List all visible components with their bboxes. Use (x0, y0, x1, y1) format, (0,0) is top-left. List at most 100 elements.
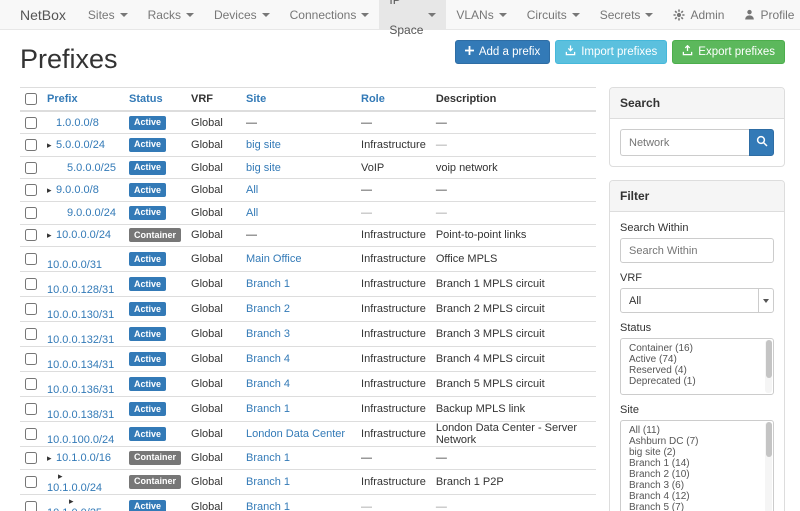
search-within-input[interactable] (620, 238, 774, 263)
nav-item-devices[interactable]: Devices (204, 0, 280, 29)
prefix-link[interactable]: 1.0.0.0/8 (56, 116, 99, 129)
column-header-site[interactable]: Site (241, 87, 357, 113)
prefix-link[interactable]: 10.0.0.0/24 (56, 229, 112, 242)
row-checkbox[interactable] (25, 303, 37, 316)
prefix-link[interactable]: 10.1.0.0/24 (47, 481, 103, 494)
expand-arrow-icon[interactable]: ▸ (58, 470, 63, 481)
prefix-link[interactable]: 9.0.0.0/8 (56, 184, 99, 197)
site-link[interactable]: Branch 3 (246, 328, 291, 341)
row-checkbox[interactable] (25, 184, 37, 197)
site-listbox[interactable]: All (11) Ashburn DC (7) big site (2) Branch… (620, 420, 774, 511)
site-link[interactable]: Branch 1 (246, 451, 291, 464)
site-link[interactable]: Branch 4 (246, 378, 291, 391)
row-checkbox[interactable] (25, 452, 37, 464)
navbar-brand[interactable]: NetBox (20, 7, 66, 23)
row-checkbox[interactable] (25, 278, 37, 291)
row-checkbox[interactable] (25, 328, 37, 341)
row-checkbox[interactable] (25, 475, 37, 488)
site-link[interactable]: Branch 1 (246, 278, 291, 291)
nav-item-connections[interactable]: Connections (280, 0, 380, 29)
site-link[interactable]: big site (246, 161, 281, 174)
nav-user-profile[interactable]: Profile (734, 0, 800, 29)
filter-option[interactable]: Branch 1 (14) (629, 458, 690, 469)
expand-arrow-icon[interactable]: ▸ (47, 230, 52, 241)
column-header-role[interactable]: Role (356, 87, 431, 113)
scrollbar[interactable] (765, 422, 772, 511)
prefix-link[interactable]: 10.0.0.132/31 (47, 334, 115, 347)
site-link[interactable]: All (246, 206, 259, 219)
filter-option[interactable]: Deprecated (1) (629, 376, 696, 387)
filter-option[interactable]: Branch 3 (6) (629, 480, 685, 491)
empty-value: — (246, 229, 258, 242)
site-link[interactable]: Branch 1 (246, 403, 291, 416)
import-prefixes-button[interactable]: Import prefixes (555, 40, 668, 64)
row-checkbox[interactable] (25, 403, 37, 416)
prefix-link[interactable]: 10.0.100.0/24 (47, 434, 115, 447)
filter-option[interactable]: All (11) (629, 425, 660, 436)
filter-option[interactable]: Reserved (4) (629, 365, 687, 376)
row-checkbox[interactable] (25, 229, 37, 242)
nav-item-sites[interactable]: Sites (78, 0, 138, 29)
site-link[interactable]: London Data Center (246, 428, 346, 441)
prefix-link[interactable]: 10.0.0.134/31 (47, 359, 115, 372)
nav-user-admin[interactable]: Admin (663, 0, 734, 29)
nav-item-ip-space[interactable]: IP Space (379, 0, 447, 37)
site-link[interactable]: Branch 1 (246, 475, 291, 488)
prefix-link[interactable]: 5.0.0.0/24 (56, 138, 105, 151)
nav-item-vlans[interactable]: VLANs (446, 0, 516, 29)
prefix-link[interactable]: 10.0.0.138/31 (47, 409, 115, 422)
select-all-checkbox[interactable] (25, 93, 37, 106)
row-checkbox[interactable] (25, 500, 37, 511)
vrf-value: Global (191, 428, 223, 441)
nav-item-racks[interactable]: Racks (138, 0, 204, 29)
filter-option[interactable]: Branch 2 (10) (629, 469, 690, 480)
search-panel: Search (609, 87, 785, 167)
prefix-link[interactable]: 10.0.0.136/31 (47, 384, 115, 397)
expand-arrow-icon[interactable]: ▸ (69, 495, 74, 506)
row-checkbox[interactable] (25, 428, 37, 441)
site-link[interactable]: big site (246, 138, 281, 151)
nav-item-circuits[interactable]: Circuits (517, 0, 590, 29)
site-link[interactable]: All (246, 184, 259, 197)
table-row: ▸ 5.0.0.0/24 Active Global big site Infrastru… (20, 133, 596, 157)
status-listbox[interactable]: Container (16) Active (74) Reserved (4) Dep… (620, 338, 774, 395)
filter-option[interactable]: Active (74) (629, 354, 677, 365)
prefix-link[interactable]: 9.0.0.0/24 (67, 206, 116, 219)
filter-option[interactable]: big site (2) (629, 447, 676, 458)
expand-arrow-icon[interactable]: ▸ (47, 139, 52, 150)
column-header-prefix[interactable]: Prefix (42, 87, 124, 113)
site-link[interactable]: Branch 4 (246, 353, 291, 366)
filter-option[interactable]: Branch 4 (12) (629, 491, 690, 502)
filter-option[interactable]: Container (16) (629, 343, 693, 354)
row-checkbox[interactable] (25, 353, 37, 366)
prefix-link[interactable]: 10.1.0.0/16 (56, 451, 112, 464)
row-checkbox[interactable] (25, 206, 37, 219)
nav-item-secrets[interactable]: Secrets (590, 0, 664, 29)
prefix-link[interactable]: 10.0.0.130/31 (47, 309, 115, 322)
vrf-select[interactable]: All (620, 288, 774, 313)
filter-panel-title: Filter (610, 181, 784, 212)
status-badge: Active (129, 183, 167, 198)
add-prefix-button[interactable]: Add a prefix (454, 40, 551, 64)
search-input[interactable] (620, 129, 750, 156)
prefix-link[interactable]: 10.0.0.128/31 (47, 284, 115, 297)
prefix-link[interactable]: 10.0.0.0/31 (47, 259, 103, 272)
prefix-link[interactable]: 5.0.0.0/25 (67, 161, 116, 174)
column-header-status[interactable]: Status (124, 87, 187, 113)
filter-option[interactable]: Branch 5 (7) (629, 502, 685, 511)
row-checkbox[interactable] (25, 139, 37, 152)
expand-arrow-icon[interactable]: ▸ (47, 185, 52, 196)
filter-option[interactable]: Ashburn DC (7) (629, 436, 699, 447)
scrollbar[interactable] (765, 340, 772, 393)
expand-arrow-icon[interactable]: ▸ (47, 452, 52, 463)
row-checkbox[interactable] (25, 161, 37, 174)
site-link[interactable]: Branch 1 (246, 500, 291, 511)
prefix-link[interactable]: 10.1.0.0/25 (47, 507, 102, 511)
site-link[interactable]: Main Office (246, 253, 302, 266)
site-link[interactable]: Branch 2 (246, 303, 291, 316)
search-button[interactable] (749, 129, 774, 156)
row-checkbox[interactable] (25, 253, 37, 266)
row-checkbox[interactable] (25, 116, 37, 129)
row-checkbox[interactable] (25, 378, 37, 391)
export-prefixes-button[interactable]: Export prefixes (672, 40, 785, 64)
